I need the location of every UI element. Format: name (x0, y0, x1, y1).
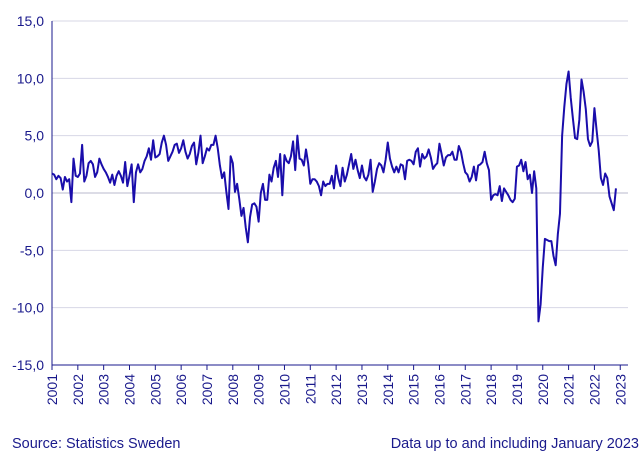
x-tick-label: 2010 (276, 374, 292, 405)
x-tick-label: 2016 (431, 374, 447, 405)
data-range-note: Data up to and including January 2023 (390, 436, 639, 452)
x-tick-label: 2020 (535, 374, 551, 405)
x-tick-label: 2018 (483, 374, 499, 405)
x-tick-label: 2014 (380, 374, 396, 405)
y-tick-label: 0,0 (25, 185, 45, 201)
x-tick-label: 2007 (199, 374, 215, 405)
x-tick-label: 2017 (457, 374, 473, 405)
y-tick-label: -5,0 (20, 242, 44, 258)
x-tick-label: 2005 (147, 374, 163, 405)
x-tick-label: 2008 (225, 374, 241, 405)
x-tick-label: 2023 (612, 374, 628, 405)
x-tick-label: 2001 (44, 374, 60, 405)
x-tick-label: 2004 (121, 374, 137, 405)
source-note: Source: Statistics Sweden (12, 436, 181, 452)
y-tick-label: 5,0 (25, 128, 45, 144)
x-tick-label: 2006 (173, 374, 189, 405)
series-line (51, 70, 617, 323)
y-axis-tick-labels: -15,0 -10,0 -5,0 0,0 5,0 10,0 15,0 (12, 13, 44, 373)
gridlines (52, 20, 628, 309)
axes (51, 21, 628, 370)
x-tick-label: 2003 (96, 374, 112, 405)
x-tick-label: 2012 (328, 374, 344, 405)
y-tick-label: -10,0 (12, 300, 44, 316)
x-tick-label: 2021 (561, 374, 577, 405)
y-tick-label: 15,0 (17, 13, 44, 29)
x-tick-label: 2015 (406, 374, 422, 405)
x-tick-label: 2002 (70, 374, 86, 405)
y-tick-label: 10,0 (17, 70, 44, 86)
x-tick-label: 2022 (586, 374, 602, 405)
x-axis-tick-labels: 2001 2002 2003 2004 2005 2006 2007 2008 2009 2010… (44, 374, 628, 405)
y-tick-label: -15,0 (12, 357, 44, 373)
x-tick-label: 2019 (509, 374, 525, 405)
x-tick-label: 2011 (302, 374, 318, 404)
x-tick-label: 2013 (354, 374, 370, 405)
x-tick-label: 2009 (251, 374, 267, 405)
